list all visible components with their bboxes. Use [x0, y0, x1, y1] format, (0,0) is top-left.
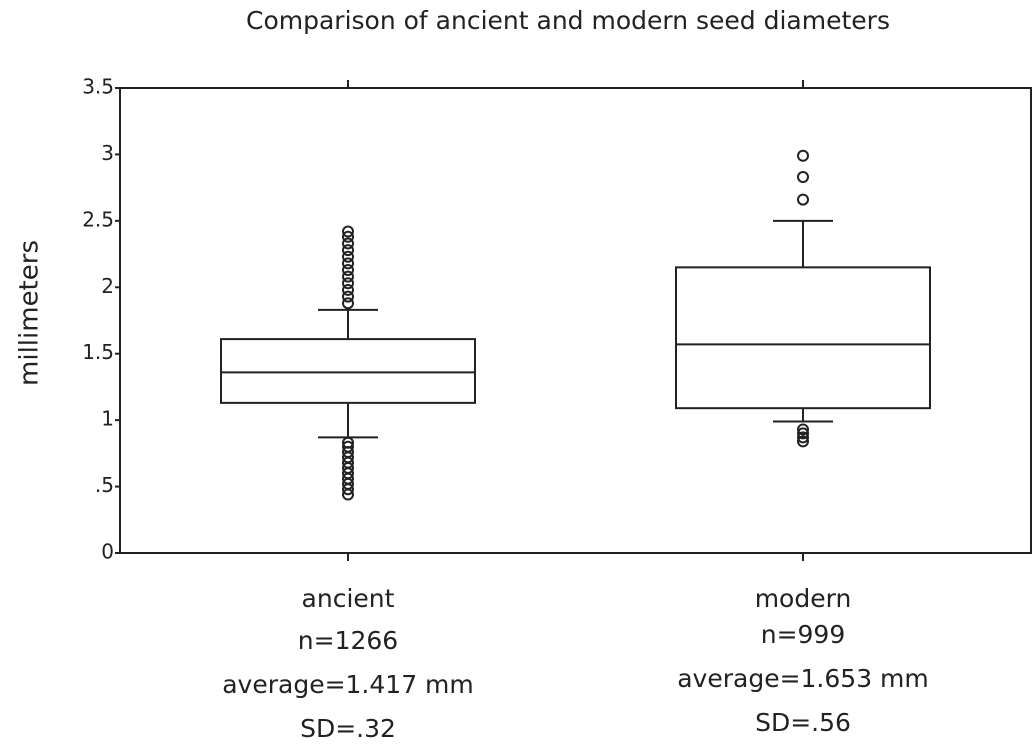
y-tick-label: 2: [101, 274, 114, 298]
outlier: [797, 431, 809, 444]
outlier: [342, 283, 354, 296]
x-tick-label: ancient: [302, 584, 395, 613]
outlier: [342, 440, 354, 453]
plot-frame: [119, 87, 1032, 554]
outlier: [797, 423, 809, 436]
category-annotation: SD=.32: [300, 714, 396, 743]
y-axis-label: millimeters: [15, 240, 45, 386]
category-annotation: n=999: [761, 620, 846, 649]
outlier: [342, 244, 354, 257]
y-tick-label: 0: [101, 540, 114, 564]
category-annotation: average=1.417 mm: [222, 670, 474, 699]
outlier: [342, 225, 354, 238]
y-tick-label: 2.5: [82, 207, 114, 231]
x-tick-label: modern: [755, 584, 852, 613]
outlier: [342, 290, 354, 303]
y-tick-label: .5: [95, 473, 114, 497]
outlier: [797, 171, 809, 184]
category-annotation: n=1266: [298, 626, 398, 655]
outlier: [342, 297, 354, 310]
y-tick-label: 1: [101, 407, 114, 431]
category-annotation: average=1.653 mm: [677, 664, 929, 693]
outlier: [342, 264, 354, 277]
box: [220, 338, 476, 404]
box: [675, 266, 931, 410]
outlier: [342, 237, 354, 250]
outlier: [797, 435, 809, 448]
outlier: [342, 436, 354, 449]
outlier: [342, 230, 354, 243]
y-tick-label: 3.5: [82, 75, 114, 99]
outlier: [342, 250, 354, 263]
chart-title: Comparison of ancient and modern seed di…: [246, 6, 890, 35]
outlier: [342, 277, 354, 290]
outlier: [342, 257, 354, 270]
outlier: [797, 427, 809, 440]
category-annotation: SD=.56: [755, 708, 851, 737]
y-tick-label: 3: [101, 141, 114, 165]
outlier: [797, 193, 809, 206]
outlier: [797, 149, 809, 162]
y-tick-label: 1.5: [82, 340, 114, 364]
outlier: [342, 270, 354, 283]
